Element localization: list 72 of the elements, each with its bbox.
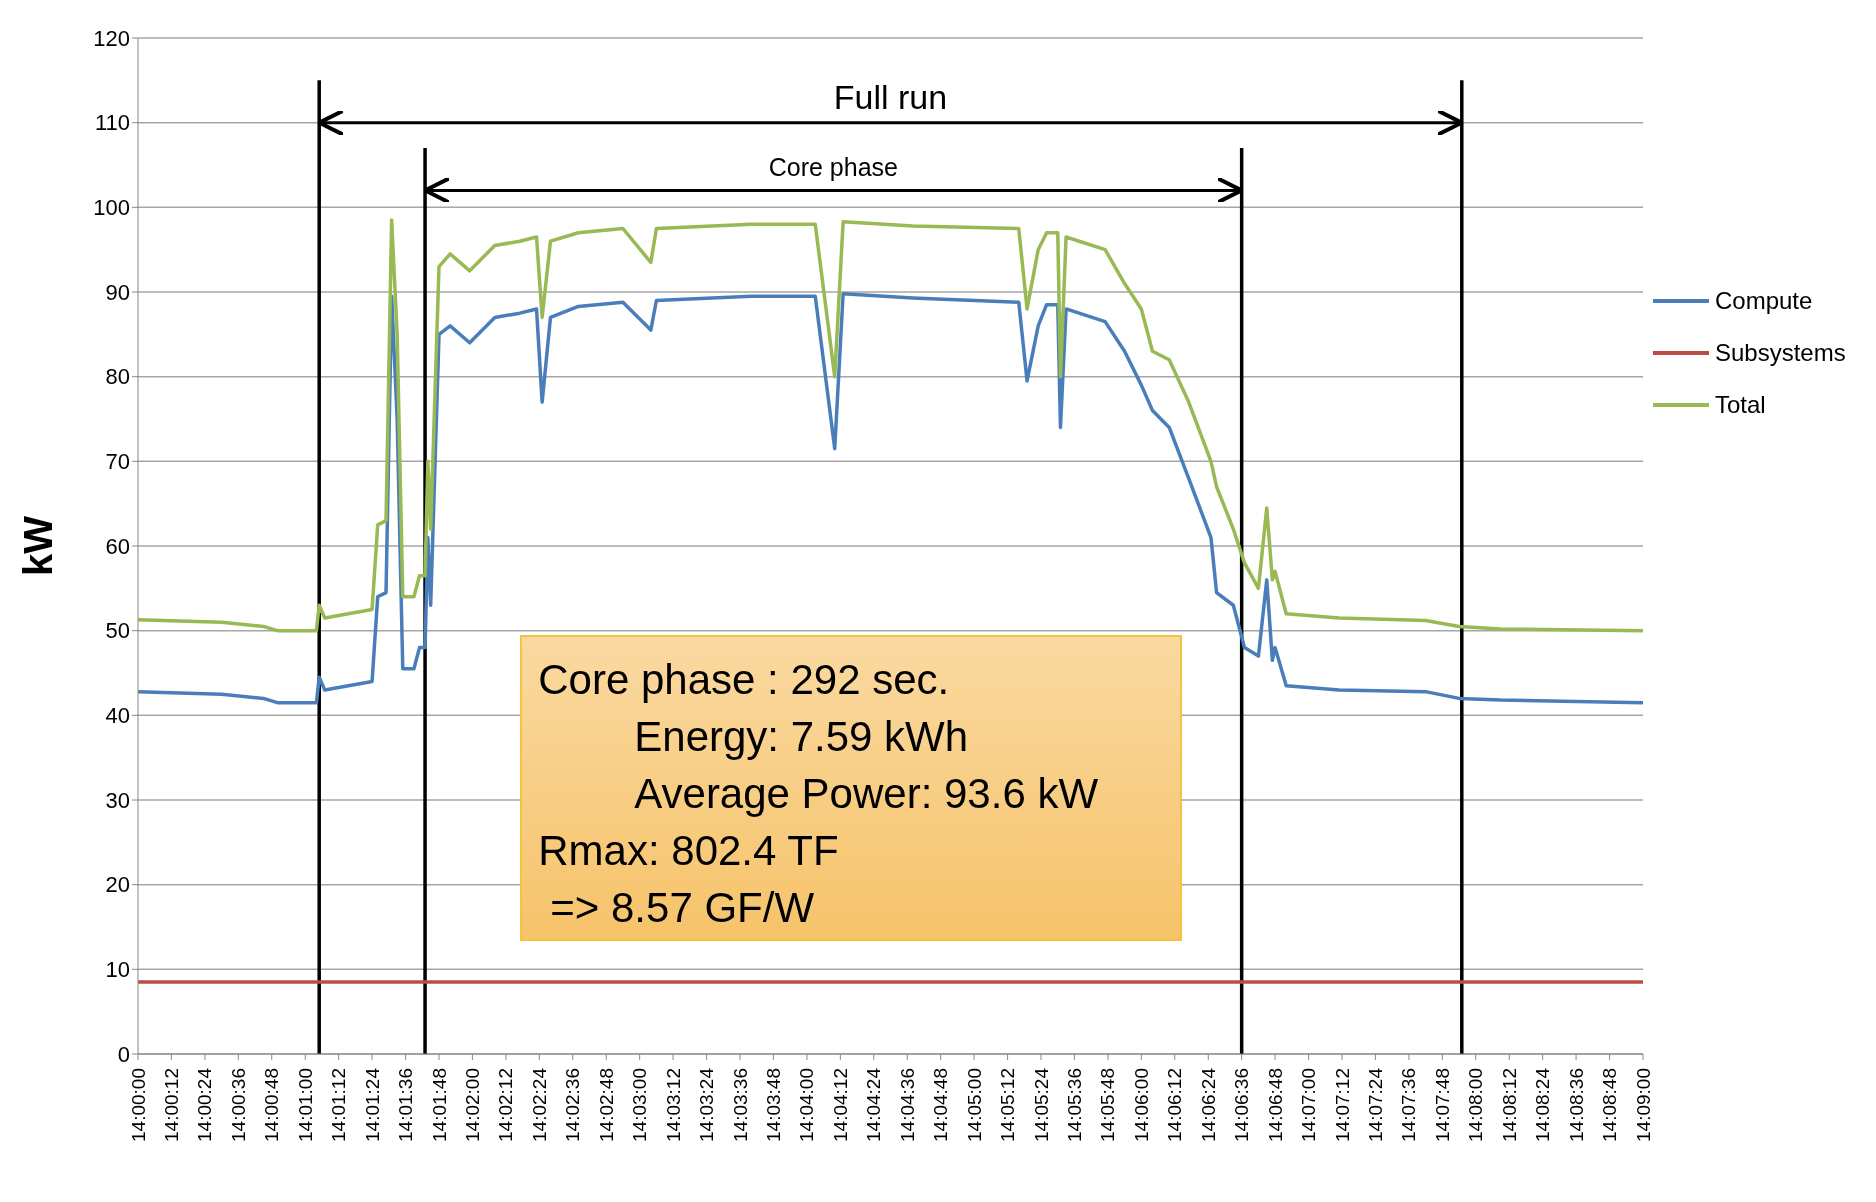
- x-tick-label: 14:03:36: [729, 1068, 751, 1142]
- legend-label: Subsystems: [1715, 339, 1846, 368]
- x-tick-label: 14:01:36: [395, 1068, 417, 1142]
- y-tick-label: 10: [105, 957, 130, 983]
- x-tick-label: 14:03:48: [762, 1068, 784, 1142]
- x-tick-label: 14:02:36: [562, 1068, 584, 1142]
- y-tick-label: 20: [105, 872, 130, 898]
- y-tick-label: 90: [105, 279, 130, 305]
- x-tick-label: 14:07:00: [1298, 1068, 1320, 1142]
- x-tick-label: 14:04:00: [796, 1068, 818, 1142]
- line-series: [138, 218, 1643, 633]
- x-tick-label: 14:09:00: [1632, 1068, 1654, 1142]
- x-tick-label: 14:02:00: [461, 1068, 483, 1142]
- x-tick-label: 14:02:48: [595, 1068, 617, 1142]
- x-tick-label: 14:00:12: [160, 1068, 182, 1142]
- x-tick-label: 14:06:24: [1197, 1067, 1219, 1142]
- annotation: Average Power: 93.6 kW: [633, 768, 1100, 819]
- x-tick-label: 14:08:36: [1565, 1068, 1587, 1142]
- annotation: Rmax: 802.4 TF: [538, 825, 840, 876]
- x-tick-label: 14:02:24: [528, 1067, 550, 1142]
- x-tick-label: 14:01:00: [294, 1068, 316, 1142]
- legend-label: Compute: [1715, 287, 1813, 316]
- x-tick-label: 14:07:48: [1431, 1068, 1453, 1142]
- y-tick-label: 30: [105, 787, 130, 813]
- x-tick-label: 14:05:12: [997, 1068, 1019, 1142]
- y-tick-label: 0: [117, 1041, 130, 1067]
- x-tick-label: 14:04:12: [829, 1068, 851, 1142]
- y-tick-label: 80: [105, 364, 130, 390]
- y-tick-label: 50: [105, 618, 130, 644]
- x-tick-label: 14:07:12: [1331, 1068, 1353, 1142]
- x-tick-label: 14:08:00: [1465, 1068, 1487, 1142]
- y-tick-label: 60: [105, 533, 130, 559]
- x-tick-label: 14:06:00: [1130, 1068, 1152, 1142]
- x-tick-label: 14:02:12: [495, 1068, 517, 1142]
- x-tick-label: 14:07:24: [1364, 1067, 1386, 1142]
- y-tick-label: 120: [93, 25, 130, 51]
- x-tick-label: 14:01:12: [328, 1068, 350, 1142]
- x-tick-label: 14:05:24: [1030, 1067, 1052, 1142]
- x-tick-label: 14:01:24: [361, 1067, 383, 1142]
- x-tick-label: 14:00:00: [127, 1068, 149, 1142]
- x-tick-label: 14:04:48: [930, 1068, 952, 1142]
- x-tick-label: 14:01:48: [428, 1068, 450, 1142]
- x-tick-label: 14:06:48: [1264, 1068, 1286, 1142]
- annotation: Core phase : 292 sec.: [538, 654, 951, 705]
- line-series: [138, 291, 1643, 705]
- x-tick-label: 14:06:12: [1164, 1068, 1186, 1142]
- x-tick-label: 14:05:48: [1097, 1068, 1119, 1142]
- annotation: => 8.57 GF/W: [549, 882, 816, 933]
- x-tick-label: 14:04:24: [863, 1067, 885, 1142]
- y-axis-title: kW: [16, 515, 61, 576]
- x-tick-label: 14:04:36: [896, 1068, 918, 1142]
- x-tick-label: 14:06:36: [1231, 1068, 1253, 1142]
- x-tick-label: 14:03:12: [662, 1068, 684, 1142]
- x-tick-label: 14:00:24: [194, 1067, 216, 1142]
- y-tick-label: 110: [94, 110, 130, 136]
- y-tick-label: 100: [93, 195, 130, 221]
- annotation: Full run: [833, 77, 948, 116]
- x-tick-label: 14:05:36: [1063, 1068, 1085, 1142]
- x-tick-label: 14:03:00: [629, 1068, 651, 1142]
- x-tick-label: 14:07:36: [1398, 1068, 1420, 1142]
- x-tick-label: 14:05:00: [963, 1068, 985, 1142]
- x-tick-label: 14:00:36: [227, 1068, 249, 1142]
- x-tick-label: 14:08:48: [1599, 1068, 1621, 1142]
- x-tick-label: 14:08:24: [1532, 1067, 1554, 1142]
- legend-label: Total: [1715, 391, 1766, 420]
- annotation: Energy: 7.59 kWh: [633, 711, 970, 762]
- x-tick-label: 14:00:48: [261, 1068, 283, 1142]
- x-tick-label: 14:03:24: [696, 1067, 718, 1142]
- annotation: Core phase: [768, 153, 898, 182]
- y-tick-label: 40: [105, 703, 130, 729]
- x-tick-label: 14:08:12: [1498, 1068, 1520, 1142]
- y-tick-label: 70: [105, 449, 130, 475]
